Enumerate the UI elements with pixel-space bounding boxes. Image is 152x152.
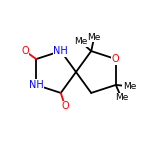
Text: O: O [21, 46, 29, 56]
Text: Me: Me [74, 37, 88, 46]
Text: NH: NH [29, 80, 44, 90]
Text: Me: Me [123, 82, 136, 91]
Text: NH: NH [53, 46, 68, 56]
Text: O: O [112, 54, 120, 64]
Text: O: O [61, 101, 69, 111]
Text: Me: Me [87, 33, 101, 42]
Text: Me: Me [115, 93, 128, 102]
